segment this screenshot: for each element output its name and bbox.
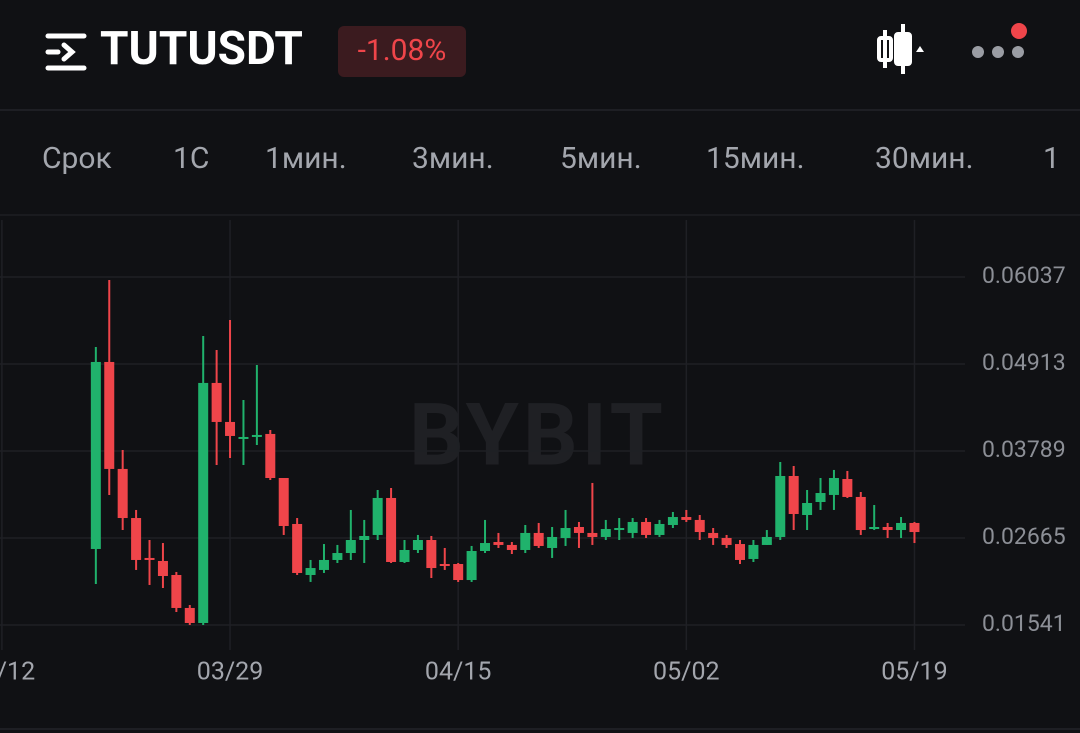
candle-body <box>117 468 128 519</box>
candle-body <box>171 574 182 608</box>
timeframe-tab[interactable]: 30мин. <box>875 141 974 176</box>
change-badge <box>338 26 466 77</box>
chart-type-icon[interactable] <box>877 24 924 74</box>
candle-body <box>426 540 437 569</box>
candle-body <box>735 544 745 560</box>
candle-body <box>815 493 826 502</box>
candle-body <box>721 537 732 545</box>
change-percent: -1.08% <box>358 33 447 68</box>
y-tick-label: 0.06037 <box>982 262 1066 289</box>
candle-body <box>654 523 665 535</box>
candle-body <box>251 434 262 437</box>
candle-body <box>627 521 638 533</box>
candle-body <box>104 361 115 469</box>
candle-body <box>345 540 356 554</box>
x-tick-label: 04/15 <box>425 658 492 687</box>
candle-body <box>533 532 544 546</box>
timeframe-tab[interactable]: 3мин. <box>412 141 494 176</box>
y-tick-label: 0.01541 <box>982 610 1066 637</box>
timeframe-tab[interactable]: 1мин. <box>265 141 347 176</box>
candle-body <box>896 522 907 531</box>
candle-body <box>305 568 316 575</box>
candle-body <box>748 544 759 559</box>
candle-body <box>278 478 289 526</box>
timeframe-tab[interactable]: Срок <box>42 141 112 176</box>
candle-body <box>788 475 799 514</box>
candle-body <box>372 497 383 535</box>
candle-body <box>694 519 705 533</box>
candle-body <box>90 361 101 549</box>
candle-body <box>641 521 652 535</box>
candle-body <box>600 529 611 537</box>
timeframe-tab[interactable]: 1С <box>173 141 209 176</box>
candle-body <box>681 517 692 520</box>
candle-body <box>587 532 598 537</box>
x-tick-label: 05/02 <box>653 658 720 687</box>
candle-body <box>775 475 786 537</box>
watermark: BYBIT <box>409 385 667 486</box>
candle-body <box>359 535 370 541</box>
candle-body <box>225 421 236 436</box>
candle-body <box>292 523 303 573</box>
candle-body <box>184 607 195 623</box>
candle-body <box>412 540 423 550</box>
candle-body <box>667 517 678 525</box>
y-tick-label: 0.04913 <box>982 349 1066 376</box>
candle-body <box>560 528 571 538</box>
candle-body <box>909 522 920 533</box>
candle-body <box>399 549 410 562</box>
timeframe-tab[interactable]: 5мин. <box>560 141 642 176</box>
candle-body <box>265 433 276 478</box>
candle-body <box>708 532 719 538</box>
x-tick-label: 03/29 <box>197 658 264 687</box>
candle-body <box>842 479 853 497</box>
candle-body <box>238 436 249 439</box>
candle-body <box>547 536 558 548</box>
candle-body <box>318 559 329 570</box>
candle-body <box>882 526 893 531</box>
candle-body <box>828 478 839 495</box>
candle-body <box>386 497 397 562</box>
menu-icon[interactable] <box>45 33 87 71</box>
candle-body <box>493 542 504 545</box>
y-tick-label: 0.03789 <box>982 436 1066 463</box>
candle-body <box>332 553 343 560</box>
candle-body <box>157 560 168 576</box>
candle-body <box>869 526 880 529</box>
candle-body <box>131 518 142 560</box>
candle-body <box>761 536 772 545</box>
candle-body <box>802 503 813 516</box>
candle-body <box>480 543 491 551</box>
candle-body <box>453 564 464 581</box>
timeframe-tabs: Срок 1С 1мин. 3мин. 5мин. 15мин. 30мин. 1 <box>42 141 1060 176</box>
more-menu[interactable] <box>972 23 1027 58</box>
candle-body <box>573 526 584 533</box>
candlestick-chart: 0.01541 0.02665 0.03789 0.04913 0.06037 03/12… <box>0 220 1066 687</box>
candle-body <box>198 382 209 623</box>
timeframe-tab[interactable]: 1 <box>1043 141 1060 176</box>
x-tick-label: 05/19 <box>881 658 948 687</box>
candle-body <box>211 382 222 422</box>
candle-body <box>614 528 625 531</box>
candle-body <box>466 550 477 581</box>
timeframe-tab[interactable]: 15мин. <box>706 141 805 176</box>
candle-body <box>520 532 531 550</box>
candle-body <box>506 544 517 550</box>
symbol-title[interactable]: TUTUSDT <box>100 22 303 76</box>
x-tick-label: 03/12 <box>0 658 35 687</box>
candle-body <box>439 564 450 567</box>
candle-body <box>855 496 866 531</box>
y-tick-label: 0.02665 <box>982 523 1066 550</box>
candle-body <box>144 557 155 560</box>
